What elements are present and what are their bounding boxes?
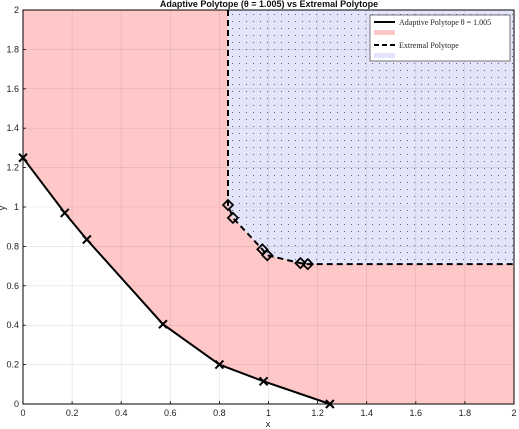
- x-tick-label: 1.2: [311, 408, 324, 418]
- legend-extremal-label: Extremal Polytope: [399, 41, 459, 50]
- x-tick-label: 0.8: [213, 408, 226, 418]
- plot-area: [18, 9, 515, 409]
- x-tick-label: 0: [20, 408, 25, 418]
- extremal-diamond-marker: [301, 257, 315, 271]
- chart-title: Adaptive Polytope (θ = 1.005) vs Extrema…: [160, 0, 378, 9]
- extremal-diamond-marker: [294, 256, 307, 270]
- x-tick-label: 1: [266, 408, 271, 418]
- x-axis-label: x: [266, 419, 271, 429]
- legend-adaptive-label: Adaptive Polytope θ = 1.005: [399, 18, 491, 27]
- y-tick-label: 1: [14, 202, 19, 212]
- y-tick-label: 0.2: [6, 360, 19, 370]
- y-tick-label: 1.2: [6, 163, 19, 173]
- y-axis-label: y: [0, 205, 7, 210]
- x-tick-label: 0.4: [115, 408, 128, 418]
- extremal-dot-pattern: [231, 14, 513, 260]
- x-tick-label: 1.4: [360, 408, 373, 418]
- extremal-diamond-marker: [226, 211, 240, 225]
- legend-extremal-swatch: [374, 53, 395, 58]
- adaptive-x-marker: [158, 319, 168, 329]
- adaptive-x-marker: [82, 234, 92, 245]
- y-tick-label: 1.6: [6, 84, 19, 94]
- x-tick-label: 1.6: [410, 408, 423, 418]
- y-tick-label: 1.8: [6, 44, 19, 54]
- axis-ticks: 0 0.2 0.4 0.6 0.8 1 1.2 1.4 1.6 1.8 2 0 0.2 0.4 0.6 0.8…: [6, 5, 516, 418]
- extremal-diamond-marker: [221, 198, 235, 212]
- y-tick-label: 0: [14, 399, 19, 409]
- y-tick-label: 1.4: [6, 123, 19, 133]
- legend-adaptive-swatch: [374, 30, 395, 35]
- adaptive-x-marker: [214, 359, 225, 370]
- adaptive-x-marker: [258, 376, 269, 387]
- x-tick-label: 0.2: [66, 408, 79, 418]
- adaptive-x-marker: [60, 208, 70, 218]
- y-tick-label: 0.6: [6, 281, 19, 291]
- extremal-region-fill: [228, 10, 514, 265]
- extremal-diamond-marker: [260, 248, 274, 262]
- legend: Adaptive Polytope θ = 1.005 Extremal Pol…: [369, 14, 511, 62]
- y-tick-label: 0.8: [6, 241, 19, 251]
- dot-pattern-path: [231, 14, 513, 260]
- x-tick-label: 1.8: [459, 408, 472, 418]
- x-tick-label: 2: [511, 408, 516, 418]
- x-tick-label: 0.6: [164, 408, 177, 418]
- y-tick-label: 0.4: [6, 320, 19, 330]
- y-tick-label: 2: [14, 5, 19, 15]
